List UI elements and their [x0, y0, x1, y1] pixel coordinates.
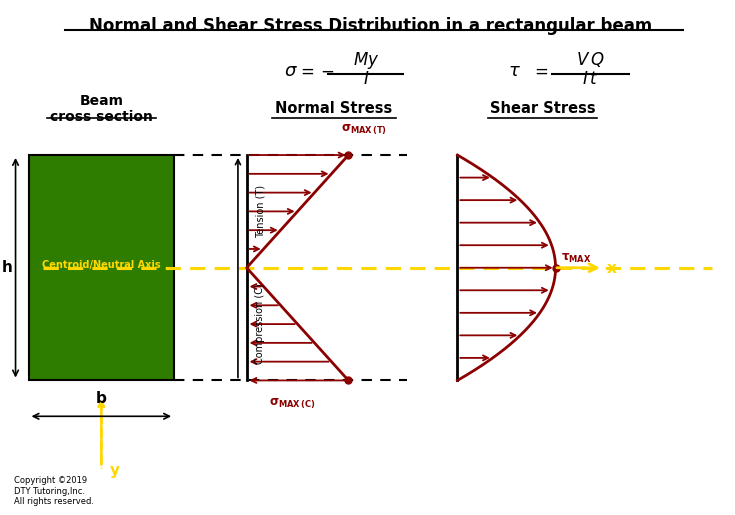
- Text: Copyright ©2019
DTY Tutoring,Inc.
All rights reserved.: Copyright ©2019 DTY Tutoring,Inc. All ri…: [14, 476, 94, 506]
- Text: Tension (T): Tension (T): [255, 185, 265, 238]
- Text: $I$: $I$: [363, 71, 370, 89]
- Text: Normal Stress: Normal Stress: [275, 101, 392, 116]
- Text: $V\,Q$: $V\,Q$: [576, 50, 604, 70]
- Text: $My$: $My$: [354, 50, 380, 72]
- Text: Normal and Shear Stress Distribution in a rectangular beam: Normal and Shear Stress Distribution in …: [89, 17, 652, 35]
- Text: $I\,t$: $I\,t$: [582, 71, 598, 89]
- Text: Compression (C): Compression (C): [255, 284, 265, 365]
- Text: b: b: [96, 391, 107, 406]
- Text: $\mathbf{\tau_{MAX}}$: $\mathbf{\tau_{MAX}}$: [562, 252, 592, 265]
- Text: h: h: [1, 260, 12, 275]
- Text: Shear Stress: Shear Stress: [490, 101, 595, 116]
- Text: Centroid/Neutral Axis: Centroid/Neutral Axis: [42, 260, 161, 270]
- Bar: [29, 155, 174, 381]
- Text: $\tau$: $\tau$: [508, 62, 521, 80]
- Text: $=$: $=$: [531, 62, 548, 80]
- Text: $\mathbf{\sigma_{MAX\,(T)}}$: $\mathbf{\sigma_{MAX\,(T)}}$: [341, 123, 387, 137]
- Text: $= -$: $= -$: [297, 62, 334, 80]
- Text: $\sigma$: $\sigma$: [284, 62, 298, 80]
- Text: y: y: [110, 463, 120, 478]
- Text: Beam
cross section: Beam cross section: [50, 94, 153, 124]
- Text: x: x: [606, 261, 617, 276]
- Text: $\mathbf{\sigma_{MAX\,(C)}}$: $\mathbf{\sigma_{MAX\,(C)}}$: [269, 397, 315, 411]
